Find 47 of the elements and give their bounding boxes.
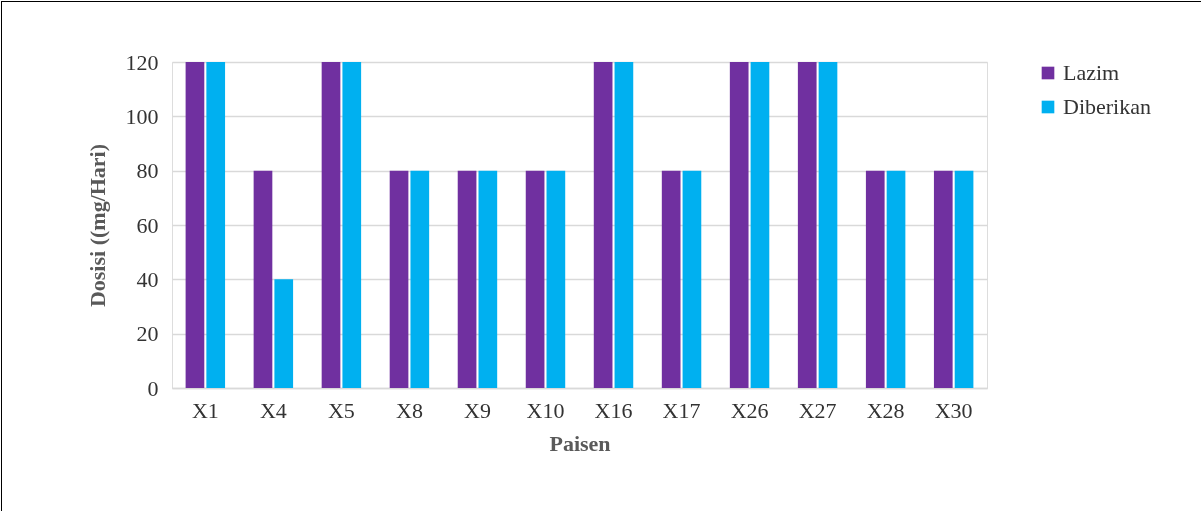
bar xyxy=(729,62,749,388)
bar xyxy=(206,62,226,388)
x-tick-label: X27 xyxy=(798,397,837,423)
bar xyxy=(274,279,294,388)
x-tick-label: X8 xyxy=(395,397,423,423)
y-tick-label: 80 xyxy=(136,158,159,184)
x-tick-label: X28 xyxy=(866,397,905,423)
bar xyxy=(614,62,634,388)
y-tick-label: 60 xyxy=(136,212,159,238)
bar xyxy=(457,170,477,388)
x-tick-label: X9 xyxy=(464,397,491,423)
bar xyxy=(682,170,702,388)
y-tick-label: 0 xyxy=(147,375,159,401)
bar xyxy=(797,62,817,388)
y-tick-label: 120 xyxy=(125,49,159,75)
bar xyxy=(185,62,205,388)
y-axis-title: Dosisi ((mg/Hari) xyxy=(84,143,110,308)
bar xyxy=(478,170,498,388)
x-axis-title: Paisen xyxy=(549,430,611,456)
x-tick-label: X10 xyxy=(526,397,565,423)
bar xyxy=(525,170,545,388)
bar xyxy=(865,170,885,388)
bar xyxy=(342,62,362,388)
bar xyxy=(954,170,974,388)
bar xyxy=(933,170,953,388)
x-tick-label: X30 xyxy=(934,397,973,423)
bar xyxy=(886,170,906,388)
bar xyxy=(253,170,273,388)
bar xyxy=(546,170,566,388)
legend-label: Diberikan xyxy=(1063,94,1151,119)
x-tick-label: X1 xyxy=(191,397,219,423)
y-tick-label: 20 xyxy=(136,321,159,347)
x-tick-label: X17 xyxy=(662,397,701,423)
bar xyxy=(818,62,838,388)
bar xyxy=(593,62,613,388)
x-tick-label: X5 xyxy=(327,397,355,423)
bar xyxy=(389,170,409,388)
bar xyxy=(410,170,430,388)
x-tick-label: X16 xyxy=(594,397,633,423)
bar xyxy=(321,62,341,388)
bar xyxy=(750,62,770,388)
y-tick-label: 100 xyxy=(125,103,159,129)
bar xyxy=(661,170,681,388)
y-tick-label: 40 xyxy=(136,266,159,292)
legend-label: Lazim xyxy=(1063,60,1120,85)
x-tick-label: X26 xyxy=(730,397,769,423)
x-tick-label: X4 xyxy=(259,397,287,423)
